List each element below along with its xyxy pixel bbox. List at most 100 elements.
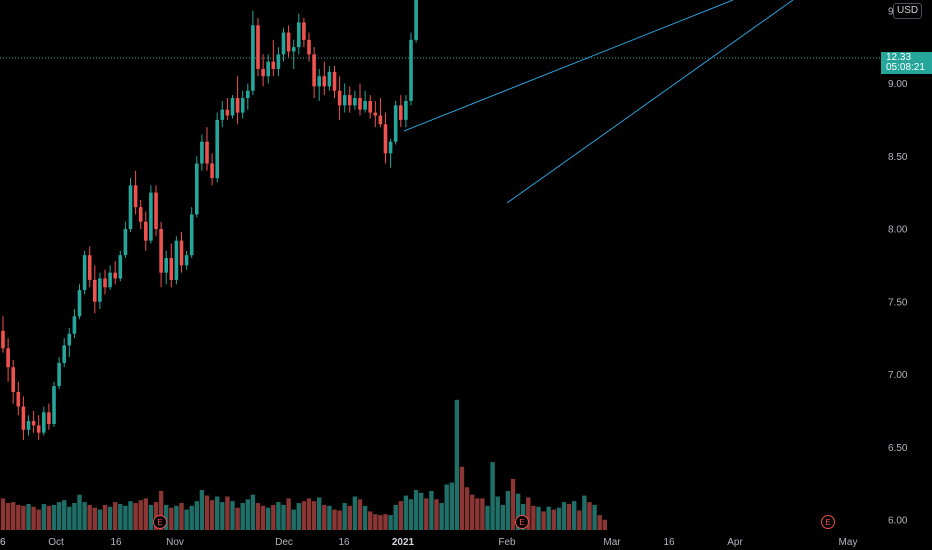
volume-bar	[276, 502, 281, 530]
volume-bar	[128, 501, 133, 530]
volume-bar	[388, 515, 393, 530]
earnings-icon[interactable]: E	[821, 515, 835, 529]
volume-bar	[77, 494, 82, 530]
volume-bar	[107, 506, 113, 530]
time-tick-label: Feb	[498, 537, 516, 548]
volume-bar	[577, 510, 582, 530]
price-tick-label: 9.00	[888, 79, 908, 90]
volume-bar	[220, 502, 225, 530]
price-tick-label: 8.50	[888, 152, 908, 163]
volume-bar	[123, 505, 128, 530]
volume-bar	[475, 498, 480, 530]
volume-bar	[194, 501, 199, 530]
candle-body	[138, 207, 143, 222]
volume-bar	[164, 504, 169, 530]
candle-body	[220, 109, 225, 120]
volume-bar	[204, 495, 210, 530]
volume-bars	[0, 399, 607, 530]
earnings-icon[interactable]: E	[515, 515, 529, 529]
trendlines[interactable]	[403, 0, 794, 204]
volume-bar	[266, 507, 271, 530]
volume-bar	[322, 504, 327, 530]
volume-bar	[286, 498, 291, 530]
volume-bar	[36, 509, 41, 530]
volume-bar	[56, 502, 62, 530]
volume-bar	[179, 503, 184, 530]
candle-body	[159, 229, 163, 273]
candle-body	[393, 105, 398, 142]
volume-bar	[158, 490, 164, 530]
candle-body	[154, 192, 158, 229]
volume-bar	[230, 501, 235, 530]
volume-bar	[449, 482, 454, 530]
earnings-icon[interactable]: E	[153, 515, 167, 529]
volume-bar	[357, 499, 363, 530]
volume-bar	[378, 515, 383, 530]
volume-bar	[169, 507, 174, 530]
volume-bar	[21, 505, 26, 530]
candle-body	[87, 255, 92, 280]
candle-body	[184, 255, 189, 266]
volume-bar	[480, 498, 485, 530]
volume-bar	[408, 499, 414, 530]
candle-body	[57, 362, 61, 387]
candle-body	[246, 90, 250, 99]
candle-body	[271, 61, 276, 69]
price-tick-label: 7.00	[888, 370, 908, 381]
volume-bar	[510, 478, 516, 530]
candle-body	[11, 367, 15, 392]
volume-bar	[541, 511, 546, 530]
volume-bar	[352, 496, 358, 530]
candle-body	[52, 386, 56, 424]
volume-bar	[271, 504, 276, 530]
trendline-lower[interactable]	[506, 0, 794, 204]
volume-bar	[240, 503, 245, 530]
candle-body	[77, 290, 82, 317]
volume-bar	[301, 501, 307, 530]
candle-body	[174, 240, 179, 280]
candle-body	[179, 240, 184, 266]
candle-body	[327, 71, 332, 87]
time-tick-label: 16	[0, 537, 6, 548]
candle-body	[302, 22, 306, 40]
trendline-upper[interactable]	[403, 0, 734, 132]
volume-bar	[424, 498, 429, 530]
volume-bar	[16, 504, 21, 530]
candle-body	[123, 229, 128, 256]
candle-body	[42, 412, 46, 433]
candle-body	[149, 192, 153, 241]
bar-countdown: 05:08:21	[886, 62, 925, 73]
volume-bar	[148, 504, 154, 530]
currency-label[interactable]: USD	[893, 3, 923, 19]
volume-bar	[470, 494, 475, 530]
volume-bar	[337, 510, 342, 530]
price-tick-label: 8.00	[888, 225, 908, 236]
volume-bar	[281, 504, 286, 530]
candle-body	[348, 95, 352, 106]
volume-bar	[546, 506, 551, 530]
candle-body	[47, 412, 51, 424]
volume-bar	[209, 500, 215, 530]
candle-body	[378, 115, 383, 125]
volume-bar	[92, 507, 97, 530]
volume-bar	[199, 490, 205, 530]
volume-bar	[235, 507, 240, 530]
volume-bar	[97, 509, 103, 530]
volume-bar	[419, 492, 424, 530]
candle-body	[26, 421, 31, 430]
time-axis[interactable]: Oct16Nov16Dec162021Feb16Mar16AprMay	[0, 537, 857, 548]
price-axis[interactable]: 12.5012.0011.5011.0010.5010.009.509.008.…	[888, 0, 913, 527]
volume-bar	[332, 509, 337, 530]
candle-body	[399, 105, 403, 120]
candle-body	[297, 22, 301, 48]
volume-bar	[327, 505, 332, 530]
volume-bar	[51, 504, 57, 530]
volume-bar	[255, 503, 261, 530]
candle-body	[291, 47, 296, 52]
candle-body	[307, 39, 311, 55]
candle-body	[164, 258, 168, 273]
time-tick-label: May	[839, 537, 858, 548]
volume-bar	[31, 506, 36, 530]
candle-body	[409, 39, 413, 101]
